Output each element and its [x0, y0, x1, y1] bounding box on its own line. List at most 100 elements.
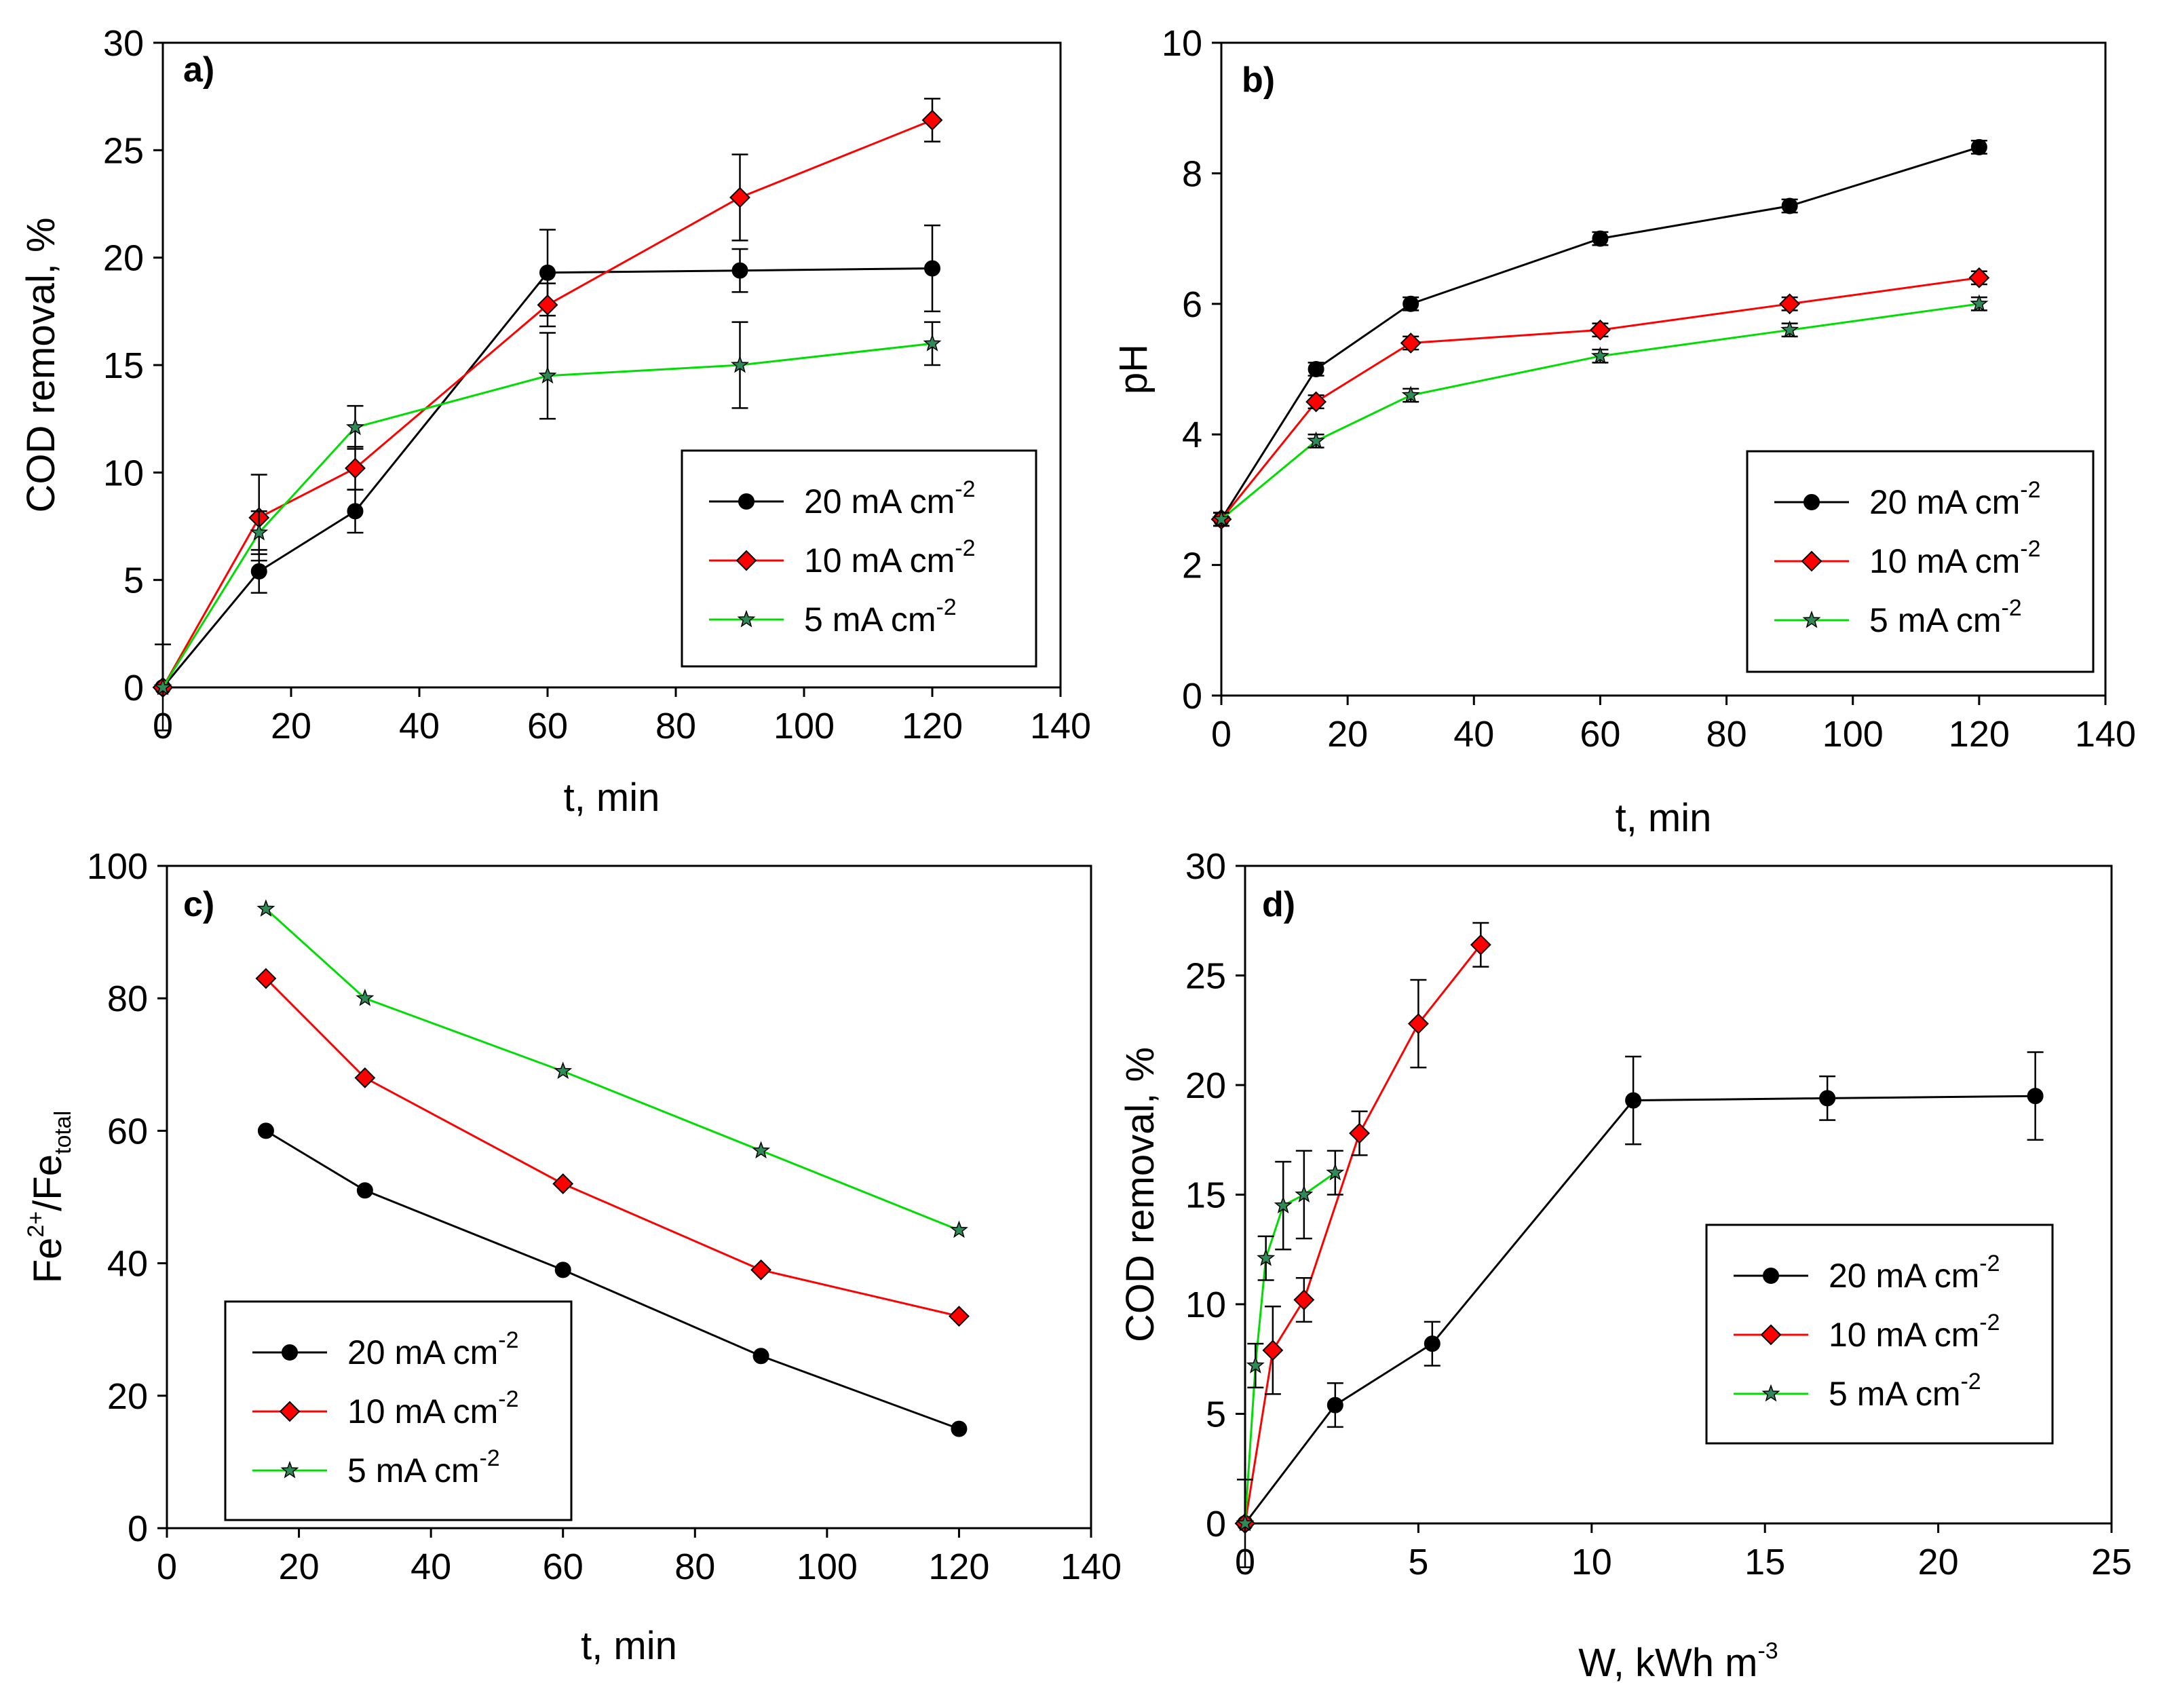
y-tick-label: 20 [103, 238, 144, 279]
y-tick-label: 100 [87, 846, 148, 887]
x-tick-label: 5 [1408, 1542, 1428, 1582]
x-tick-label: 120 [928, 1546, 989, 1587]
x-tick-label: 140 [2075, 714, 2136, 755]
series-20-mA-cm-2 [257, 1122, 968, 1437]
legend-label: 10 mA cm-2 [804, 535, 976, 580]
y-tick-label: 25 [1185, 956, 1226, 997]
legend-label: 10 mA cm-2 [347, 1386, 519, 1430]
marker-circle [1307, 361, 1324, 377]
marker-diamond [1305, 391, 1327, 413]
series-10-mA-cm-2 [255, 968, 970, 1327]
panel-label: b) [1242, 60, 1275, 100]
marker-circle [1819, 1090, 1836, 1107]
y-tick-label: 20 [1185, 1065, 1226, 1106]
marker-diamond [750, 1259, 771, 1280]
marker-diamond [1400, 333, 1421, 354]
marker-star [1326, 1162, 1345, 1181]
marker-diamond [729, 187, 750, 208]
legend-label: 10 mA cm-2 [1869, 536, 2041, 580]
y-tick-label: 10 [1185, 1285, 1226, 1325]
y-axis-label: Fe2+/Fetotal [23, 1111, 76, 1284]
legend: 20 mA cm-2 10 mA cm-2 5 mA cm-2 [681, 449, 1037, 668]
x-tick-label: 0 [157, 1546, 177, 1587]
legend-label: 20 mA cm-2 [1869, 477, 2041, 521]
y-tick-label: 2 [1182, 546, 1202, 586]
marker-circle [1424, 1335, 1440, 1352]
x-tick-label: 40 [1453, 714, 1494, 755]
series-5-mA-cm-2 [1212, 294, 1989, 527]
legend-label: 20 mA cm-2 [347, 1327, 519, 1371]
marker-diamond [1760, 1324, 1782, 1346]
series-line [161, 342, 933, 688]
marker-star [1246, 1356, 1265, 1373]
x-tick-label: 0 [1211, 714, 1232, 755]
marker-star [554, 1061, 573, 1080]
series-line [1221, 303, 1980, 520]
marker-diamond [1590, 319, 1611, 341]
marker-star [1761, 1384, 1780, 1402]
y-tick-label: 5 [123, 561, 144, 601]
series-10-mA-cm-2 [1234, 922, 1491, 1534]
x-tick-label: 40 [399, 706, 440, 746]
y-tick-label: 20 [107, 1376, 148, 1417]
legend-label: 5 mA cm-2 [1869, 595, 2022, 639]
marker-star [1212, 510, 1231, 527]
marker-star [1236, 1513, 1255, 1532]
marker-star [280, 1460, 299, 1479]
marker-star [1590, 346, 1609, 364]
y-axis-label: COD removal, % [19, 217, 63, 512]
marker-star [1257, 1249, 1276, 1266]
x-tick-label: 80 [674, 1546, 715, 1587]
marker-circle [1763, 1268, 1779, 1284]
x-tick-label: 20 [1918, 1542, 1959, 1582]
y-tick-label: 8 [1182, 153, 1202, 194]
x-tick-label: 20 [279, 1546, 320, 1587]
marker-diamond [354, 1067, 376, 1088]
series-line [1244, 944, 1482, 1524]
y-axis-label: pH [1111, 344, 1156, 394]
marker-circle [250, 563, 267, 580]
panel-label: c) [183, 885, 214, 924]
x-tick-label: 15 [1744, 1542, 1785, 1582]
y-tick-label: 0 [128, 1508, 148, 1549]
marker-diamond [1968, 267, 1990, 288]
legend: 20 mA cm-2 10 mA cm-2 5 mA cm-2 [224, 1300, 573, 1521]
y-tick-label: 6 [1182, 284, 1202, 325]
legend-label: 5 mA cm-2 [804, 594, 957, 639]
y-tick-label: 15 [103, 345, 144, 386]
x-tick-label: 20 [271, 706, 311, 746]
marker-star [1295, 1185, 1314, 1202]
series-line [1220, 146, 1980, 520]
marker-circle [539, 264, 556, 281]
x-tick-label: 80 [1706, 714, 1747, 755]
series-line [265, 977, 959, 1318]
legend: 20 mA cm-2 10 mA cm-2 5 mA cm-2 [1705, 1223, 2054, 1445]
marker-star [923, 334, 942, 352]
marker-star [250, 523, 269, 541]
marker-circle [1970, 138, 1987, 155]
y-tick-label: 0 [123, 668, 144, 708]
marker-diamond [1293, 1289, 1315, 1310]
marker-circle [356, 1182, 373, 1199]
x-tick-label: 120 [902, 706, 963, 746]
x-tick-label: 40 [411, 1546, 451, 1587]
y-tick-label: 4 [1182, 415, 1202, 455]
series-line [161, 119, 933, 688]
marker-star [1307, 431, 1326, 449]
y-tick-label: 5 [1206, 1394, 1226, 1435]
y-tick-label: 60 [107, 1111, 148, 1152]
marker-diamond [1407, 1013, 1429, 1034]
panel-label: d) [1262, 885, 1295, 924]
marker-circle [731, 262, 748, 279]
x-tick-label: 100 [774, 706, 835, 746]
x-tick-label: 10 [1571, 1542, 1612, 1582]
x-tick-label: 60 [1580, 714, 1620, 755]
series-line [1220, 276, 1980, 520]
marker-diamond [279, 1401, 301, 1422]
marker-circle [554, 1261, 571, 1278]
marker-diamond [1470, 934, 1491, 955]
x-tick-label: 140 [1030, 706, 1091, 746]
y-tick-label: 25 [103, 130, 144, 171]
